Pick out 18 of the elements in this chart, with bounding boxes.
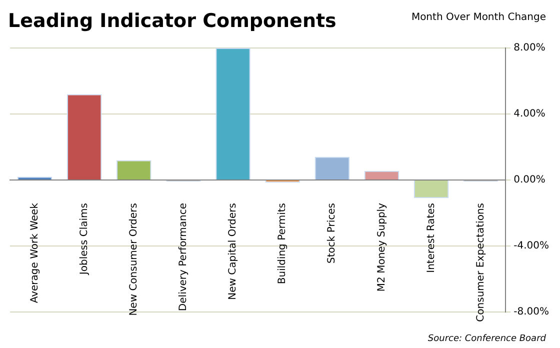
x-tick-label: New Consumer Orders — [128, 203, 140, 316]
x-tick-label: Delivery Performance — [178, 203, 190, 312]
source-note: Source: Conference Board — [428, 334, 546, 344]
x-tick-label: New Capital Orders — [228, 203, 239, 300]
chart-title: Leading Indicator Components — [8, 10, 336, 32]
y-tick-label: 8.00% — [514, 42, 546, 54]
x-tick-label: Consumer Expectations — [475, 203, 486, 322]
y-tick-label: -8.00% — [514, 306, 550, 318]
y-tick-label: 4.00% — [514, 108, 546, 120]
y-tick-label: 0.00% — [514, 174, 546, 186]
x-tick-label: Interest Rates — [426, 203, 437, 273]
y-tick-label: -4.00% — [514, 240, 550, 252]
x-tick-label: Stock Prices — [326, 203, 338, 264]
x-tick-label: M2 Money Supply — [376, 202, 388, 292]
x-tick-label: Jobless Claims — [78, 203, 90, 276]
x-tick-label: Building Permits — [277, 203, 288, 284]
x-tick-label: Average Work Week — [29, 202, 40, 304]
chart-subtitle: Month Over Month Change — [411, 12, 546, 23]
